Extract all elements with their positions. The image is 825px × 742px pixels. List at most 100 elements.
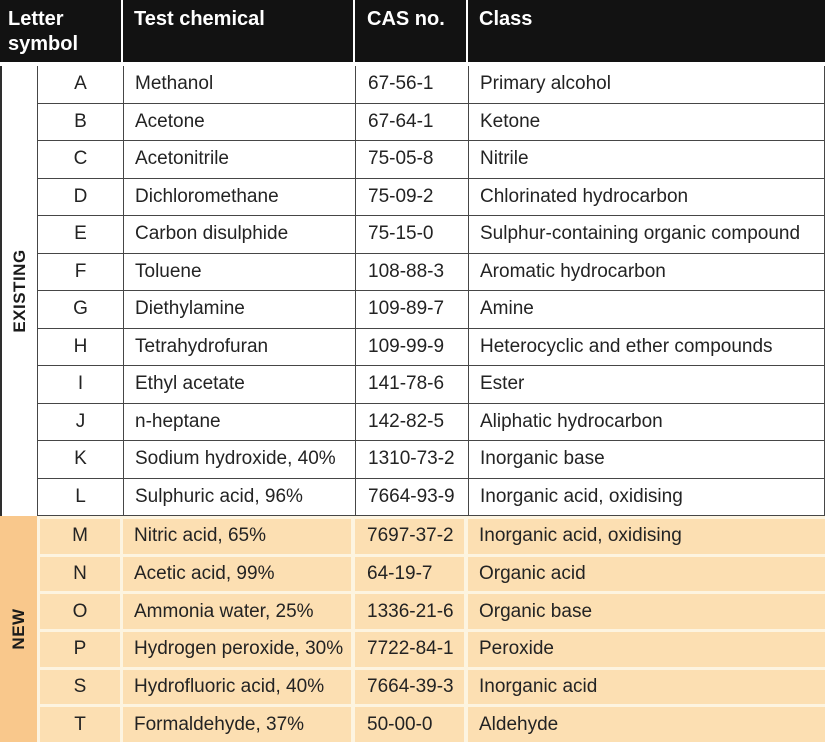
test-chemical-cell: Formaldehyde, 37% <box>123 707 351 742</box>
letter-symbol-cell: J <box>75 410 86 432</box>
section-new-rows: M Nitric acid, 65% 7697-37-2 Inorganic acid… <box>37 516 825 742</box>
letter-symbol-cell: L <box>75 485 86 507</box>
table-row: F Toluene 108-88-3 Aromatic hydrocarbon <box>38 253 824 291</box>
class-cell: Inorganic acid, oxidising <box>468 519 825 554</box>
header-cas-no: CAS no. <box>355 0 466 62</box>
letter-symbol-cell: N <box>40 556 120 592</box>
letter-symbol-cell: F <box>74 260 87 282</box>
table-row: E Carbon disulphide 75-15-0 Sulphur-contain… <box>38 216 824 254</box>
cas-no-cell: 109-89-7 <box>355 291 468 328</box>
class-cell: Inorganic acid, oxidising <box>468 478 824 515</box>
test-chemical-cell: Hydrogen peroxide, 30% <box>123 632 351 667</box>
test-chemical-cell: Tetrahydrofuran <box>123 328 355 365</box>
table-row: K Sodium hydroxide, 40% 1310-73-2 Inorganic… <box>38 441 824 479</box>
class-cell: Ester <box>468 366 824 403</box>
test-chemical-cell: Toluene <box>123 253 355 290</box>
section-new-strip: NEW <box>0 516 37 742</box>
test-chemical-cell: Methanol <box>123 66 355 103</box>
class-cell: Primary alcohol <box>468 66 824 103</box>
letter-symbol-cell: S <box>40 669 120 705</box>
section-existing-rows: A Methanol 67-56-1 Primary alcohol B Acetone 6… <box>37 66 825 516</box>
class-cell: Amine <box>468 291 824 328</box>
test-chemical-cell: Ethyl acetate <box>123 366 355 403</box>
table-row: P Hydrogen peroxide, 30% 7722-84-1 Peroxide <box>37 629 825 667</box>
letter-symbol-cell: O <box>40 594 120 630</box>
test-chemical-cell: Diethylamine <box>123 291 355 328</box>
letter-symbol-cell: H <box>73 335 88 357</box>
table-row: M Nitric acid, 65% 7697-37-2 Inorganic acid… <box>37 516 825 554</box>
table-row: G Diethylamine 109-89-7 Amine <box>38 291 824 329</box>
table-row: S Hydrofluoric acid, 40% 7664-39-3 Inorgani… <box>37 667 825 705</box>
cas-no-cell: 50-00-0 <box>355 707 464 742</box>
test-chemical-cell: Dichloromethane <box>123 178 355 215</box>
header-letter-symbol: Letter symbol <box>0 0 121 62</box>
class-cell: Sulphur-containing organic compound <box>468 216 824 253</box>
section-new-label: NEW <box>8 608 28 650</box>
test-chemical-cell: n-heptane <box>123 403 355 440</box>
table-row: T Formaldehyde, 37% 50-00-0 Aldehyde <box>37 704 825 742</box>
header-test-chemical: Test chemical <box>123 0 353 62</box>
test-chemical-cell: Carbon disulphide <box>123 216 355 253</box>
table-row: L Sulphuric acid, 96% 7664-93-9 Inorganic a… <box>38 478 824 516</box>
letter-symbol-cell: T <box>40 707 120 742</box>
letter-symbol-cell: B <box>74 110 87 132</box>
test-chemical-cell: Acetic acid, 99% <box>123 556 351 592</box>
class-cell: Aliphatic hydrocarbon <box>468 403 824 440</box>
test-chemical-cell: Ammonia water, 25% <box>123 594 351 630</box>
test-chemical-cell: Acetonitrile <box>123 141 355 178</box>
letter-symbol-cell: M <box>40 519 120 554</box>
cas-no-cell: 109-99-9 <box>355 328 468 365</box>
cas-no-cell: 7697-37-2 <box>355 519 464 554</box>
table-row: D Dichloromethane 75-09-2 Chlorinated hydro… <box>38 178 824 216</box>
cas-no-cell: 75-05-8 <box>355 141 468 178</box>
class-cell: Organic base <box>468 594 825 630</box>
cas-no-cell: 67-64-1 <box>355 103 468 140</box>
section-new: NEW M Nitric acid, 65% 7697-37-2 Inorganic … <box>0 516 825 742</box>
cas-no-cell: 141-78-6 <box>355 366 468 403</box>
cas-no-cell: 75-09-2 <box>355 178 468 215</box>
test-chemical-cell: Nitric acid, 65% <box>123 519 351 554</box>
cas-no-cell: 1336-21-6 <box>355 594 464 630</box>
letter-symbol-cell: E <box>74 223 87 245</box>
cas-no-cell: 142-82-5 <box>355 403 468 440</box>
cas-no-cell: 108-88-3 <box>355 253 468 290</box>
table-header-row: Letter symbol Test chemical CAS no. Clas… <box>0 0 825 62</box>
class-cell: Heterocyclic and ether compounds <box>468 328 824 365</box>
class-cell: Nitrile <box>468 141 824 178</box>
letter-symbol-cell: I <box>77 373 84 395</box>
class-cell: Peroxide <box>468 632 825 667</box>
class-cell: Aromatic hydrocarbon <box>468 253 824 290</box>
class-cell: Ketone <box>468 103 824 140</box>
test-chemical-cell: Acetone <box>123 103 355 140</box>
table-row: A Methanol 67-56-1 Primary alcohol <box>38 66 824 104</box>
class-cell: Inorganic base <box>468 441 824 478</box>
cas-no-cell: 1310-73-2 <box>355 441 468 478</box>
cas-no-cell: 75-15-0 <box>355 216 468 253</box>
class-cell: Chlorinated hydrocarbon <box>468 178 824 215</box>
letter-symbol-cell: P <box>40 632 120 667</box>
table-row: B Acetone 67-64-1 Ketone <box>38 103 824 141</box>
table-row: O Ammonia water, 25% 1336-21-6 Organic base <box>37 591 825 630</box>
cas-no-cell: 7664-93-9 <box>355 478 468 515</box>
section-existing: EXISTING A Methanol 67-56-1 Primary alcohol… <box>0 66 825 516</box>
table-row: H Tetrahydrofuran 109-99-9 Heterocyclic and… <box>38 328 824 366</box>
cas-no-cell: 64-19-7 <box>355 556 464 592</box>
header-divider <box>0 62 825 66</box>
letter-symbol-cell: G <box>73 298 88 320</box>
table-row: N Acetic acid, 99% 64-19-7 Organic acid <box>37 554 825 592</box>
class-cell: Inorganic acid <box>468 669 825 705</box>
test-chemical-cell: Hydrofluoric acid, 40% <box>123 669 351 705</box>
table-row: C Acetonitrile 75-05-8 Nitrile <box>38 141 824 179</box>
test-chemical-cell: Sulphuric acid, 96% <box>123 478 355 515</box>
cas-no-cell: 7722-84-1 <box>355 632 464 667</box>
section-existing-label: EXISTING <box>9 249 29 333</box>
header-class: Class <box>468 0 825 62</box>
class-cell: Aldehyde <box>468 707 825 742</box>
letter-symbol-cell: K <box>74 448 87 470</box>
test-chemical-cell: Sodium hydroxide, 40% <box>123 441 355 478</box>
cas-no-cell: 7664-39-3 <box>355 669 464 705</box>
cas-no-cell: 67-56-1 <box>355 66 468 103</box>
class-cell: Organic acid <box>468 556 825 592</box>
